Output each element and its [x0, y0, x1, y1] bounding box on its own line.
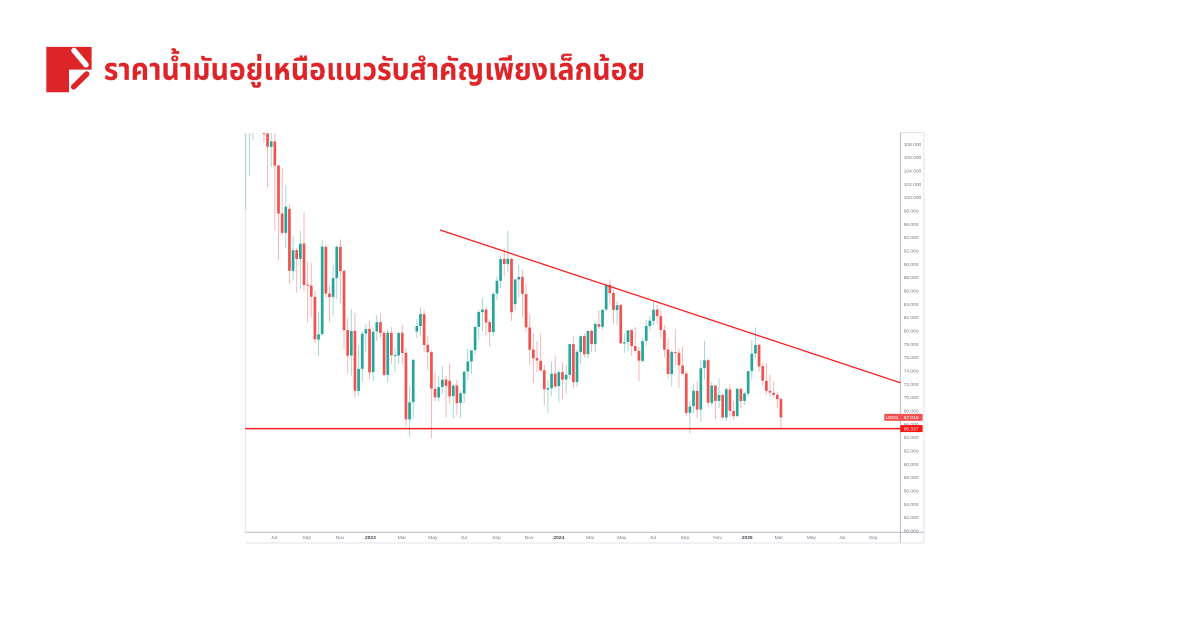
svg-text:Jul: Jul: [839, 535, 845, 541]
svg-text:68.000: 68.000: [904, 409, 919, 415]
svg-text:106.000: 106.000: [904, 155, 922, 161]
svg-text:Mar: Mar: [775, 535, 784, 541]
svg-text:88.000: 88.000: [904, 275, 919, 281]
svg-text:Sep: Sep: [680, 535, 689, 541]
svg-text:USOIL: USOIL: [886, 415, 900, 420]
svg-text:Sep: Sep: [869, 535, 878, 541]
svg-text:94.000: 94.000: [904, 235, 919, 241]
svg-text:May: May: [807, 535, 817, 541]
svg-text:Mar: Mar: [586, 535, 595, 541]
svg-text:2023: 2023: [365, 535, 376, 541]
svg-text:100.000: 100.000: [904, 195, 922, 201]
svg-text:80.000: 80.000: [904, 329, 919, 335]
svg-text:Sep: Sep: [492, 535, 501, 541]
svg-text:82.000: 82.000: [904, 315, 919, 321]
svg-text:Mar: Mar: [398, 535, 407, 541]
svg-text:54.000: 54.000: [904, 502, 919, 508]
svg-text:65.337: 65.337: [904, 426, 919, 432]
svg-text:72.000: 72.000: [904, 382, 919, 388]
svg-text:98.000: 98.000: [904, 209, 919, 215]
svg-text:Nov: Nov: [713, 535, 722, 541]
svg-text:Jul: Jul: [271, 535, 277, 541]
svg-text:50.000: 50.000: [904, 529, 919, 535]
svg-text:84.000: 84.000: [904, 302, 919, 308]
svg-text:58.000: 58.000: [904, 475, 919, 481]
svg-text:96.000: 96.000: [904, 222, 919, 228]
svg-text:86.000: 86.000: [904, 289, 919, 295]
svg-text:76.000: 76.000: [904, 355, 919, 361]
svg-text:52.000: 52.000: [904, 515, 919, 521]
svg-text:78.000: 78.000: [904, 342, 919, 348]
svg-text:Jul: Jul: [650, 535, 656, 541]
svg-text:May: May: [617, 535, 627, 541]
svg-text:Sep: Sep: [302, 535, 311, 541]
svg-text:62.000: 62.000: [904, 449, 919, 455]
svg-text:104.000: 104.000: [904, 169, 922, 175]
svg-text:Nov: Nov: [525, 535, 534, 541]
svg-text:56.000: 56.000: [904, 489, 919, 495]
svg-text:Nov: Nov: [336, 535, 345, 541]
svg-text:64.000: 64.000: [904, 435, 919, 441]
svg-text:74.000: 74.000: [904, 369, 919, 375]
svg-text:67.019: 67.019: [904, 415, 919, 421]
svg-text:Jul: Jul: [461, 535, 467, 541]
svg-text:102.000: 102.000: [904, 182, 922, 188]
svg-text:66.000: 66.000: [904, 422, 919, 428]
svg-text:108.000: 108.000: [904, 142, 922, 148]
svg-text:92.000: 92.000: [904, 249, 919, 255]
svg-text:90.000: 90.000: [904, 262, 919, 268]
svg-text:70.000: 70.000: [904, 395, 919, 401]
svg-text:60.000: 60.000: [904, 462, 919, 468]
svg-text:2024: 2024: [553, 535, 564, 541]
svg-text:2025: 2025: [742, 535, 753, 541]
svg-text:May: May: [428, 535, 438, 541]
